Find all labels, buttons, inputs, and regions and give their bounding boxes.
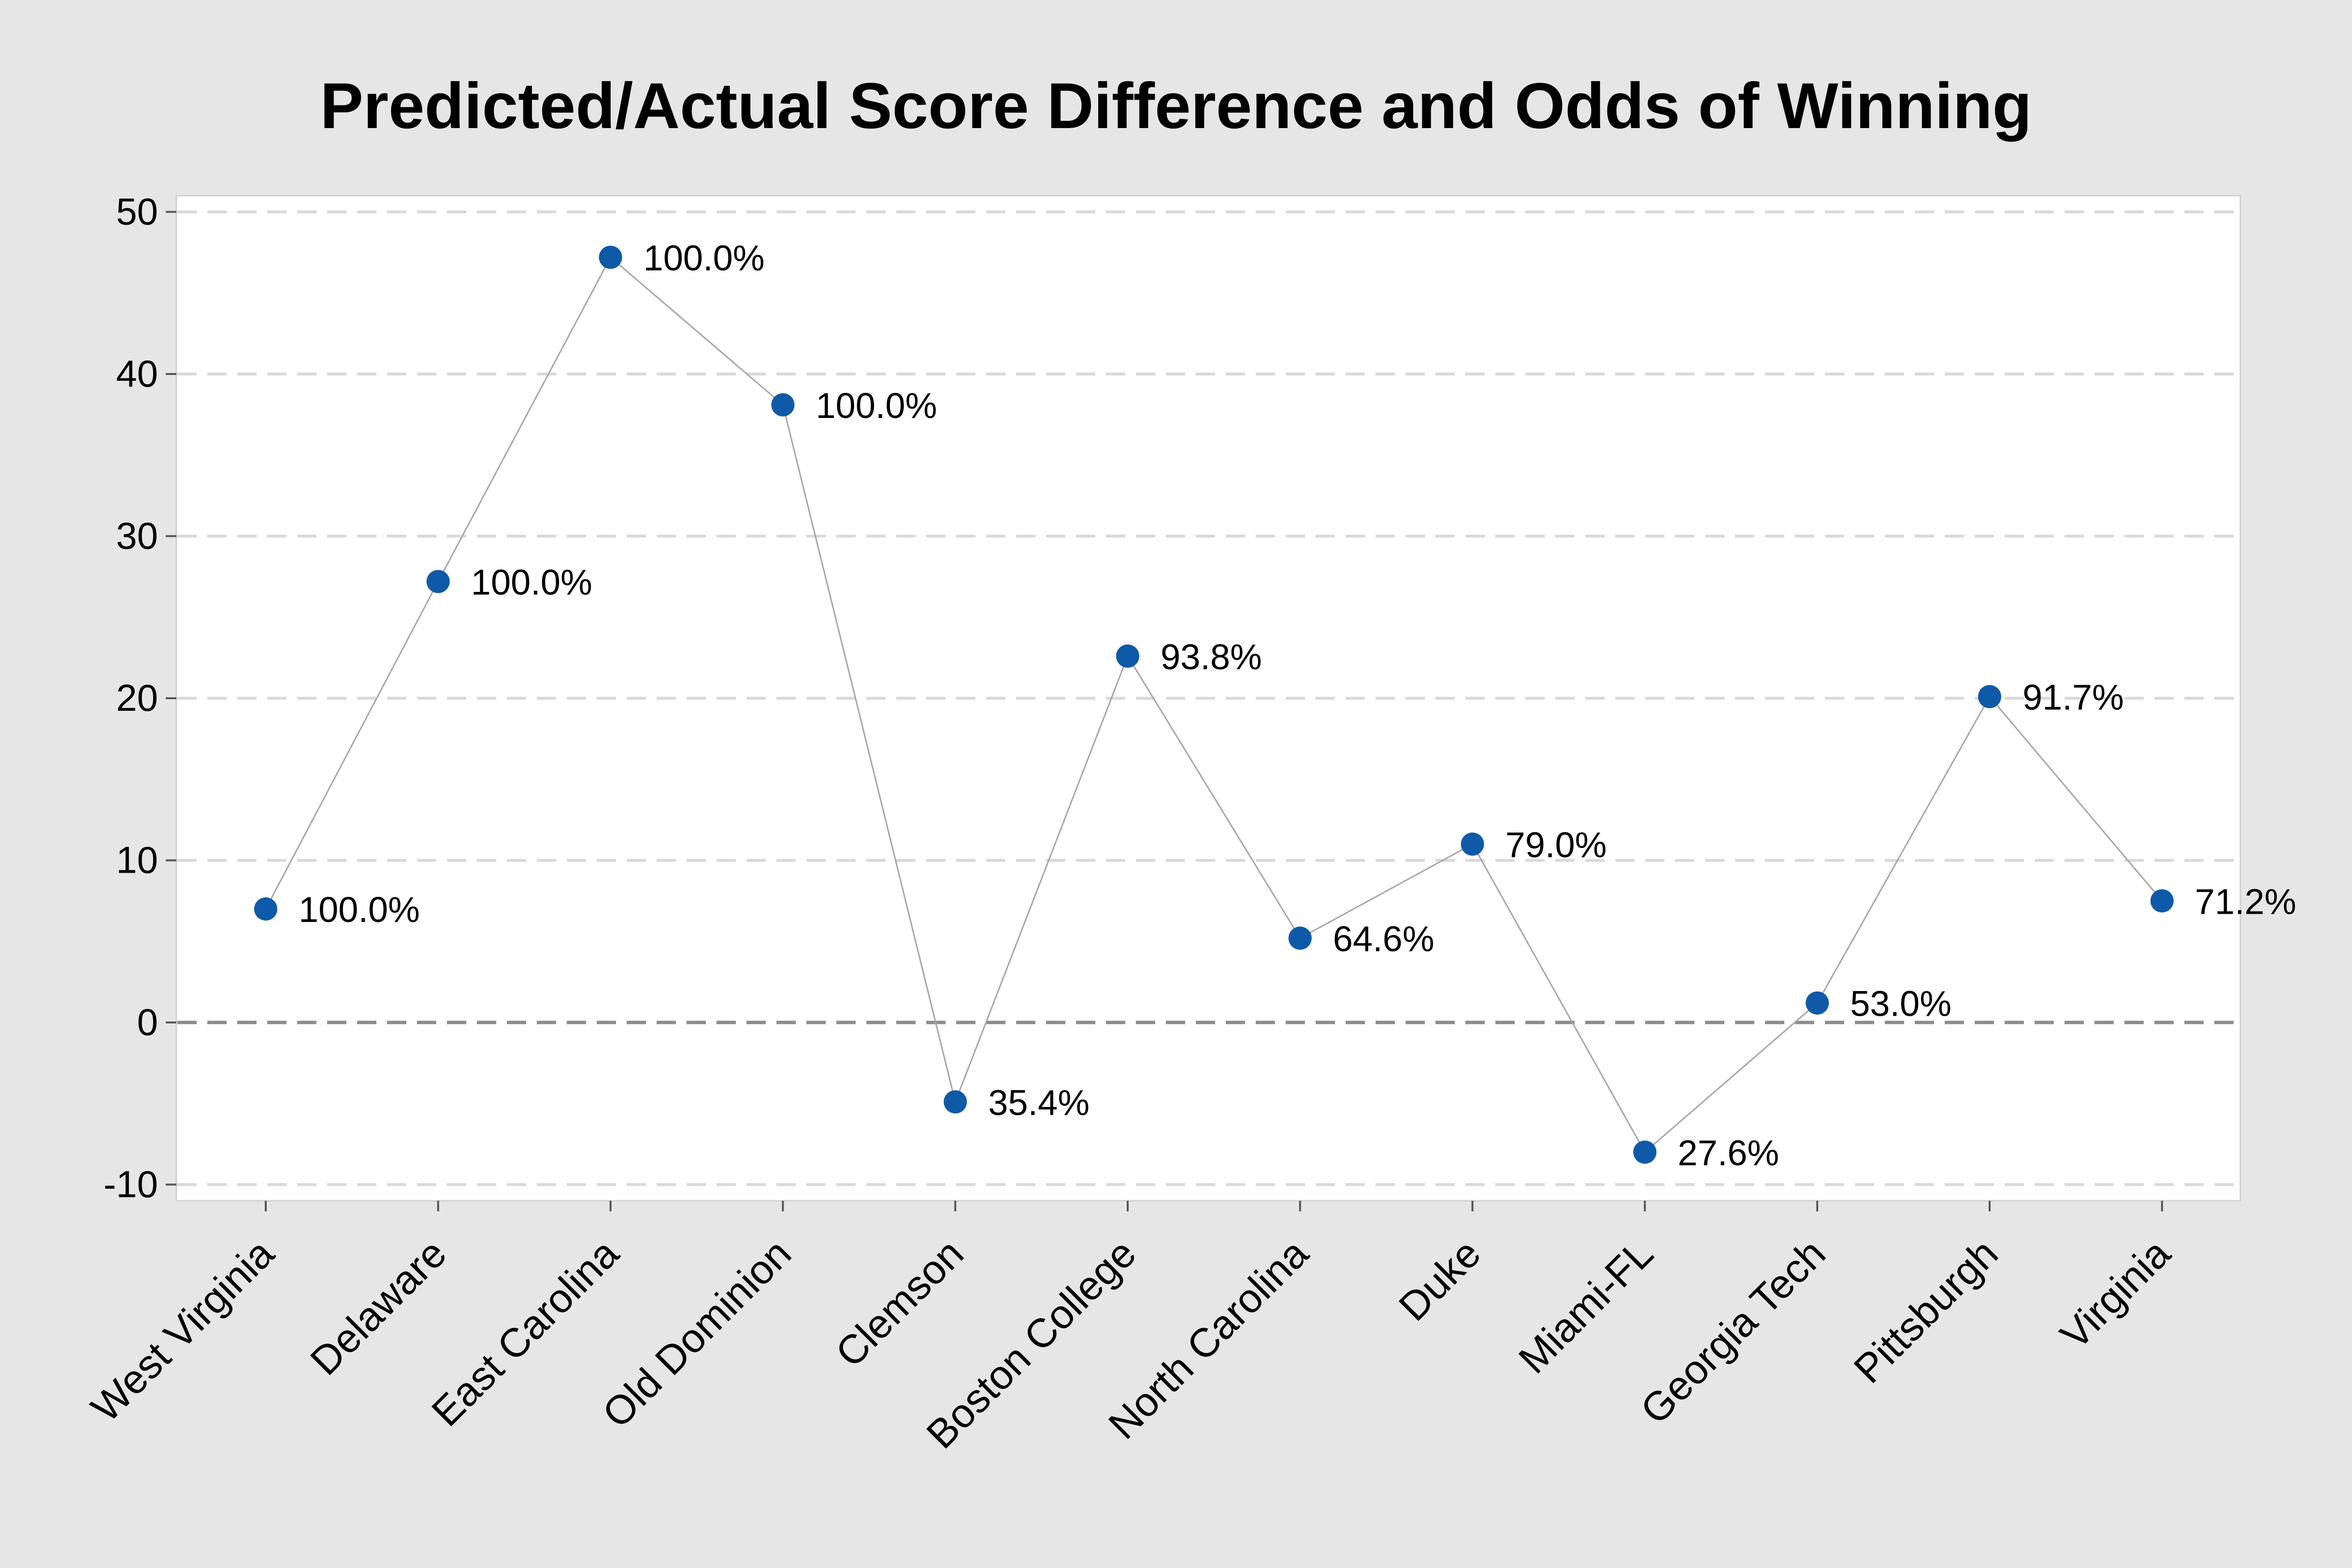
chart-title: Predicted/Actual Score Difference and Od…: [320, 70, 2032, 142]
data-point: [254, 897, 277, 921]
data-label: 27.6%: [1678, 1133, 1779, 1173]
data-label: 53.0%: [1850, 984, 1951, 1024]
data-label: 91.7%: [2022, 677, 2124, 718]
data-label: 71.2%: [2195, 881, 2296, 921]
data-point: [1633, 1140, 1656, 1164]
data-label: 100.0%: [816, 386, 937, 426]
data-point: [944, 1090, 967, 1113]
data-point: [427, 570, 450, 593]
line-chart: Predicted/Actual Score Difference and Od…: [0, 0, 2352, 1568]
chart-container: Predicted/Actual Score Difference and Od…: [0, 0, 2352, 1568]
y-tick-label: 10: [116, 838, 158, 881]
data-label: 35.4%: [988, 1082, 1090, 1122]
y-tick-label: 0: [137, 1001, 158, 1043]
data-label: 100.0%: [471, 562, 592, 602]
data-label: 100.0%: [299, 890, 420, 930]
data-label: 93.8%: [1161, 637, 1262, 677]
y-tick-label: 50: [116, 190, 158, 233]
y-tick-label: 40: [116, 352, 158, 395]
data-point: [599, 245, 622, 269]
y-tick-label: -10: [103, 1163, 158, 1205]
data-point: [1461, 833, 1484, 856]
data-label: 100.0%: [644, 238, 765, 278]
data-point: [771, 393, 794, 417]
y-tick-label: 30: [116, 515, 158, 557]
data-point: [2151, 889, 2174, 912]
y-tick-label: 20: [116, 676, 158, 719]
data-point: [1289, 927, 1312, 950]
data-point: [1116, 645, 1139, 668]
data-point: [1806, 992, 1829, 1015]
data-label: 64.6%: [1333, 919, 1434, 959]
data-point: [1978, 685, 2001, 708]
data-label: 79.0%: [1506, 825, 1607, 865]
